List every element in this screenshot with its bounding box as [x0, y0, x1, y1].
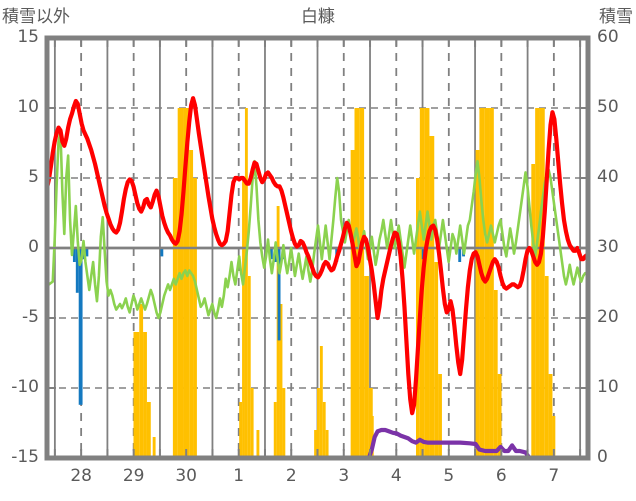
x-axis-tick-label: 5: [443, 466, 455, 486]
x-axis-tick-label: 2: [285, 466, 297, 486]
right-axis-tick-label: 30: [597, 237, 619, 257]
right-axis-tick-label: 50: [597, 97, 619, 117]
left-axis-tick-label: -15: [11, 447, 39, 467]
right-axis-tick-label: 40: [597, 167, 619, 187]
temperature-line: [44, 96, 590, 416]
right-axis-tick-label: 10: [597, 377, 619, 397]
right-axis-title: 積雪: [599, 7, 633, 27]
x-axis-tick-label: 3: [338, 466, 350, 486]
right-axis-tick-label: 20: [597, 307, 619, 327]
x-axis-tick-label: 7: [548, 466, 560, 486]
x-axis-tick-label: 6: [495, 466, 507, 486]
x-axis-tick-label: 1: [233, 466, 245, 486]
right-axis-tick-label: 60: [597, 27, 619, 47]
left-axis-tick-label: -5: [22, 307, 39, 327]
humidity-line: [45, 130, 589, 320]
chart-title: 白糠: [301, 7, 335, 27]
plot-frame: [44, 35, 591, 461]
x-axis-tick-label: 4: [390, 466, 402, 486]
left-axis-title: 積雪以外: [2, 7, 70, 27]
left-axis-tick-label: -10: [11, 377, 39, 397]
left-axis-tick-label: 0: [28, 237, 39, 257]
left-axis-tick-label: 5: [28, 167, 39, 187]
x-axis-tick-label: 29: [122, 466, 145, 486]
left-axis-tick-label: 10: [17, 97, 39, 117]
left-axis-tick-label: 15: [17, 27, 39, 47]
x-axis-tick-label: 28: [70, 466, 92, 486]
x-axis-tick-label: 30: [175, 466, 197, 486]
right-axis-tick-label: 0: [597, 447, 608, 467]
